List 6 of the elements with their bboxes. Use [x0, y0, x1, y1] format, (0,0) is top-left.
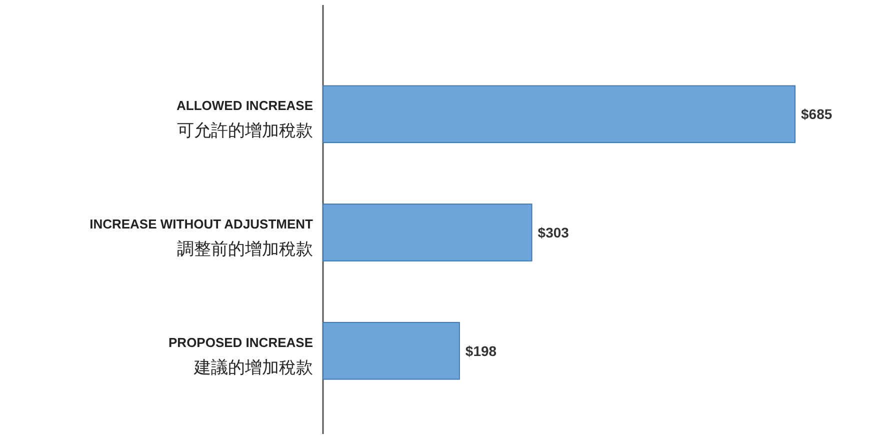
- y-tick-label: INCREASE WITHOUT ADJUSTMENT 調整前的增加稅款: [90, 216, 314, 258]
- y-tick-label: ALLOWED INCREASE 可允許的增加稅款: [176, 98, 314, 140]
- y-tick-label: PROPOSED INCREASE 建議的增加稅款: [168, 334, 314, 377]
- data-label: $198: [465, 342, 497, 359]
- data-label: $303: [538, 224, 570, 240]
- data-label: $685: [801, 106, 832, 122]
